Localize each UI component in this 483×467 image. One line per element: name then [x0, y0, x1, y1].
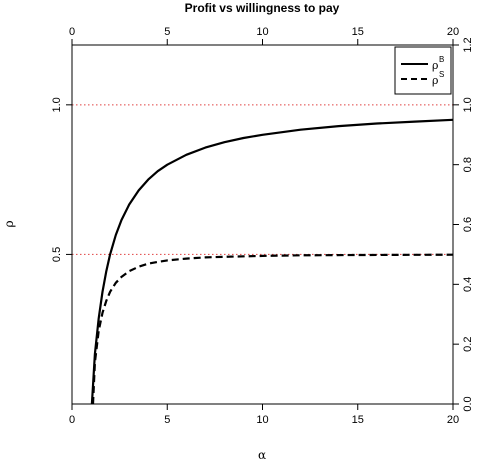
x-tick-label-top: 15 [352, 26, 364, 38]
y-tick-label-right: 0.4 [462, 277, 474, 292]
x-axis-top: 0 5 10 15 20 [69, 26, 459, 45]
y-tick-label-left: 1.0 [51, 97, 63, 112]
x-axis-bottom: 0 5 10 15 20 [69, 404, 459, 426]
y-tick-label-right: 0.8 [462, 157, 474, 172]
y-tick-label-right: 0.2 [462, 337, 474, 352]
y-axis-label: ρ [2, 220, 16, 227]
y-tick-label-right: 1.2 [462, 37, 474, 52]
legend-label-1: ρ [432, 59, 438, 72]
y-tick-label-right: 1.0 [462, 97, 474, 112]
reference-lines [72, 104, 453, 255]
x-tick-label-bottom: 15 [352, 414, 364, 426]
plot-frame [71, 44, 454, 405]
series-layer [90, 118, 453, 404]
x-tick-label-bottom: 0 [69, 414, 75, 426]
series-line-1 [90, 118, 453, 404]
x-tick-label-top: 5 [164, 26, 170, 38]
y-tick-label-right: 0.0 [462, 396, 474, 411]
y-tick-label-left: 0.5 [51, 247, 63, 262]
legend: ρ B ρ S [394, 46, 452, 95]
y-tick-label-right: 0.6 [462, 217, 474, 232]
x-tick-label-top: 0 [69, 26, 75, 38]
x-tick-label-bottom: 10 [256, 414, 268, 426]
x-tick-label-top: 10 [256, 26, 268, 38]
chart-title: Profit vs willingness to pay [185, 1, 340, 15]
x-tick-label-top: 20 [447, 26, 459, 38]
legend-label-2: ρ [432, 74, 438, 87]
legend-box [394, 46, 452, 95]
y-axis-right: 0.0 0.2 0.4 0.6 0.8 1.0 1.2 [453, 37, 474, 412]
x-axis-label: α [258, 448, 266, 462]
series-line-2 [91, 253, 453, 404]
y-axis-left: 0.5 1.0 [51, 97, 72, 262]
legend-subscript-2: S [439, 70, 444, 79]
x-tick-label-bottom: 5 [164, 414, 170, 426]
x-tick-label-bottom: 20 [447, 414, 459, 426]
legend-subscript-1: B [439, 55, 444, 64]
